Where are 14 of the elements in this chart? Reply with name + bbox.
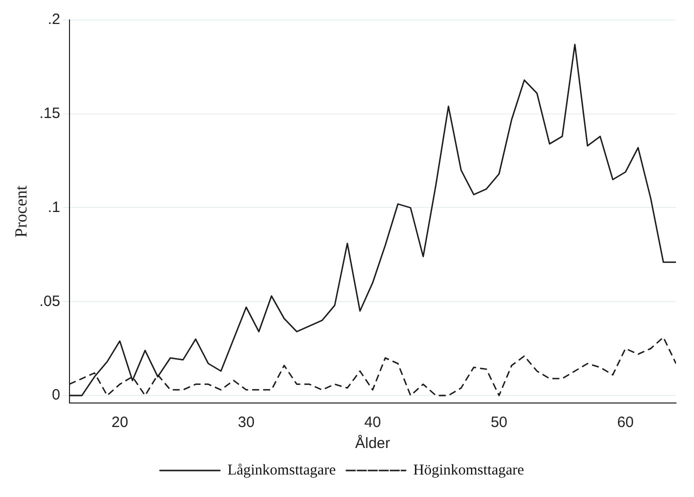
x-tick-label: 40 (364, 414, 381, 432)
x-axis-title: Ålder (355, 434, 390, 452)
y-tick-label: .1 (48, 198, 60, 216)
y-tick-label: .05 (39, 292, 60, 310)
y-tick-label: .2 (48, 11, 60, 28)
y-tick-label: 0 (52, 386, 60, 404)
y-tick-label: .15 (39, 105, 60, 122)
legend-label: Höginkomsttagare (413, 462, 524, 478)
x-tick-label: 20 (111, 414, 128, 432)
x-tick-label: 30 (238, 414, 255, 432)
x-tick-label: 50 (490, 414, 508, 432)
legend-label: Låginkomsttagare (227, 462, 336, 478)
x-tick-label: 60 (617, 414, 634, 432)
y-axis-title: Procent (12, 185, 31, 238)
